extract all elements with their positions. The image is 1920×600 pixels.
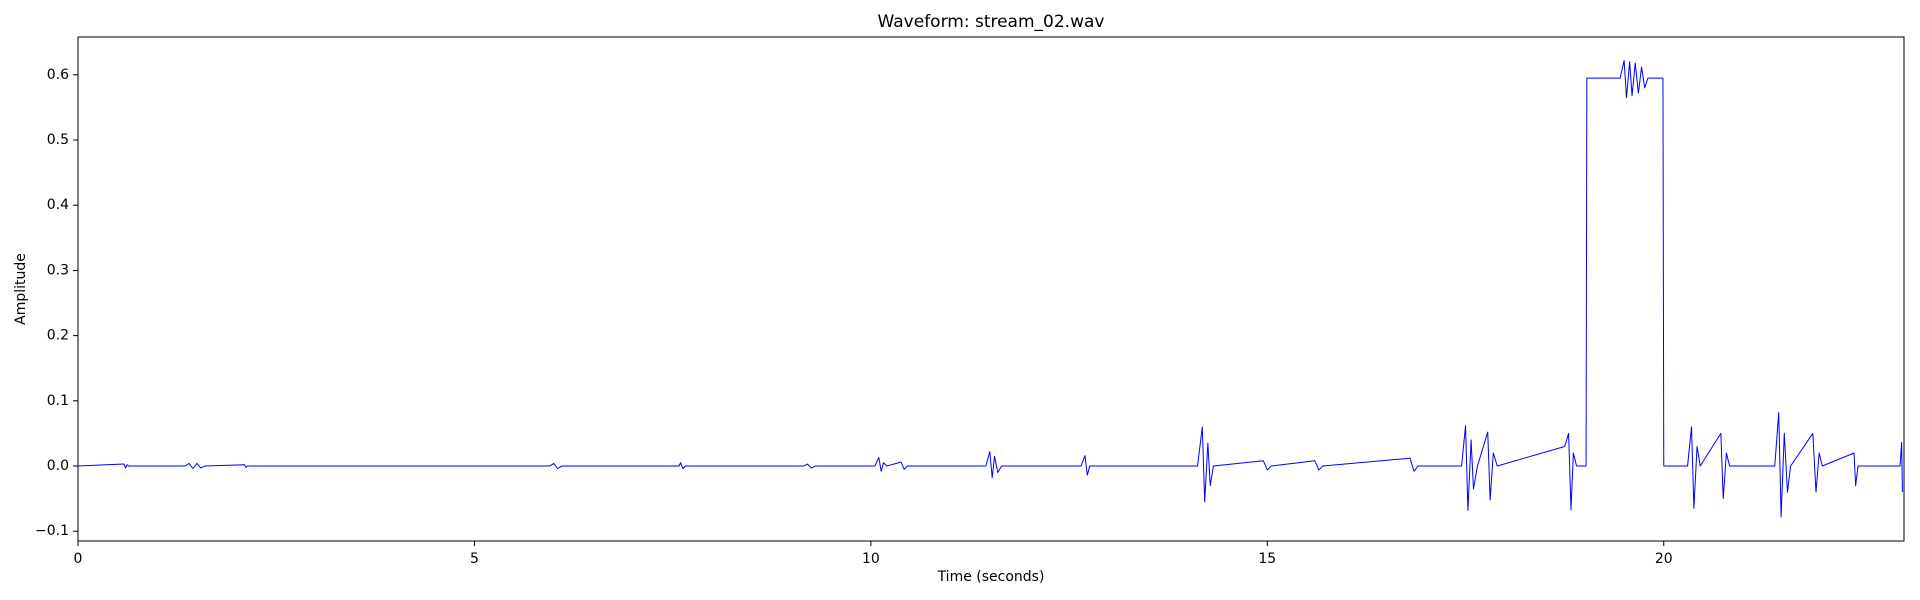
chart-title: Waveform: stream_02.wav <box>878 12 1105 32</box>
waveform-line <box>77 59 1903 518</box>
x-tick-label: 15 <box>1258 551 1276 567</box>
y-tick-label: 0.3 <box>47 262 69 278</box>
x-tick-label: 0 <box>74 551 83 567</box>
y-tick-label: 0.0 <box>47 458 69 474</box>
x-tick-label: 20 <box>1655 551 1673 567</box>
y-tick-label: 0.1 <box>47 393 69 409</box>
y-tick-label: 0.4 <box>47 197 69 213</box>
x-tick-label: 5 <box>470 551 479 567</box>
y-tick-label: 0.2 <box>47 328 69 344</box>
y-tick-label: 0.5 <box>47 132 69 148</box>
y-axis-label: Amplitude <box>13 253 29 325</box>
x-axis-label: Time (seconds) <box>937 569 1045 585</box>
plot-frame <box>77 36 1905 542</box>
y-tick-label: 0.6 <box>47 67 69 83</box>
y-tick-label: −0.1 <box>35 523 69 539</box>
x-tick-label: 10 <box>862 551 880 567</box>
